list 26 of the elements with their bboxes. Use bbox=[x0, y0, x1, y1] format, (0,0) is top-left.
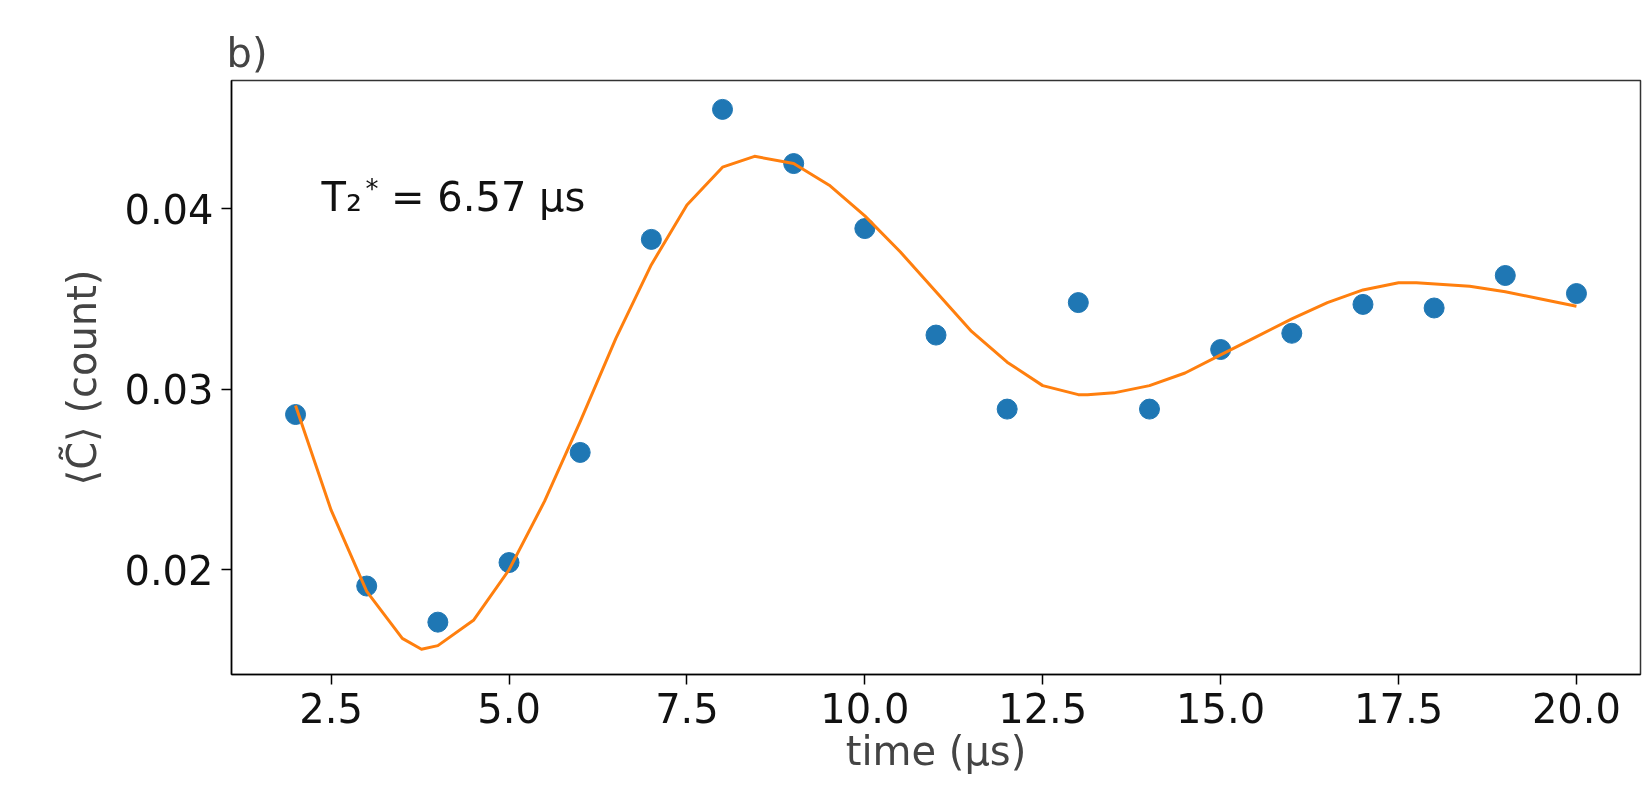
y-tick-label: 0.03 bbox=[124, 367, 214, 414]
x-tick-label: 2.5 bbox=[299, 685, 363, 732]
x-tick-label: 7.5 bbox=[655, 685, 719, 732]
point bbox=[569, 441, 591, 463]
point bbox=[427, 611, 449, 633]
point bbox=[1138, 398, 1160, 420]
y-tick-label: 0.04 bbox=[124, 186, 214, 233]
point bbox=[1067, 292, 1089, 314]
x-tick-label: 17.5 bbox=[1354, 685, 1444, 732]
point bbox=[1565, 283, 1587, 305]
y-tick-label: 0.02 bbox=[124, 547, 214, 594]
point bbox=[1423, 297, 1445, 319]
point bbox=[925, 324, 947, 346]
annotation: T₂* = 6.57 μs bbox=[320, 173, 586, 220]
point bbox=[712, 98, 734, 120]
y-axis-title: ⟨C̃⟩ (count) bbox=[58, 269, 106, 486]
x-tick-label: 5.0 bbox=[477, 685, 541, 732]
point bbox=[640, 228, 662, 250]
point bbox=[1352, 293, 1374, 315]
x-tick-label: 20.0 bbox=[1531, 685, 1621, 732]
chart-title: b) bbox=[226, 29, 268, 76]
point bbox=[1281, 322, 1303, 344]
point bbox=[854, 218, 876, 240]
x-tick-label: 15.0 bbox=[1176, 685, 1266, 732]
point bbox=[1494, 265, 1516, 286]
point bbox=[996, 398, 1018, 420]
